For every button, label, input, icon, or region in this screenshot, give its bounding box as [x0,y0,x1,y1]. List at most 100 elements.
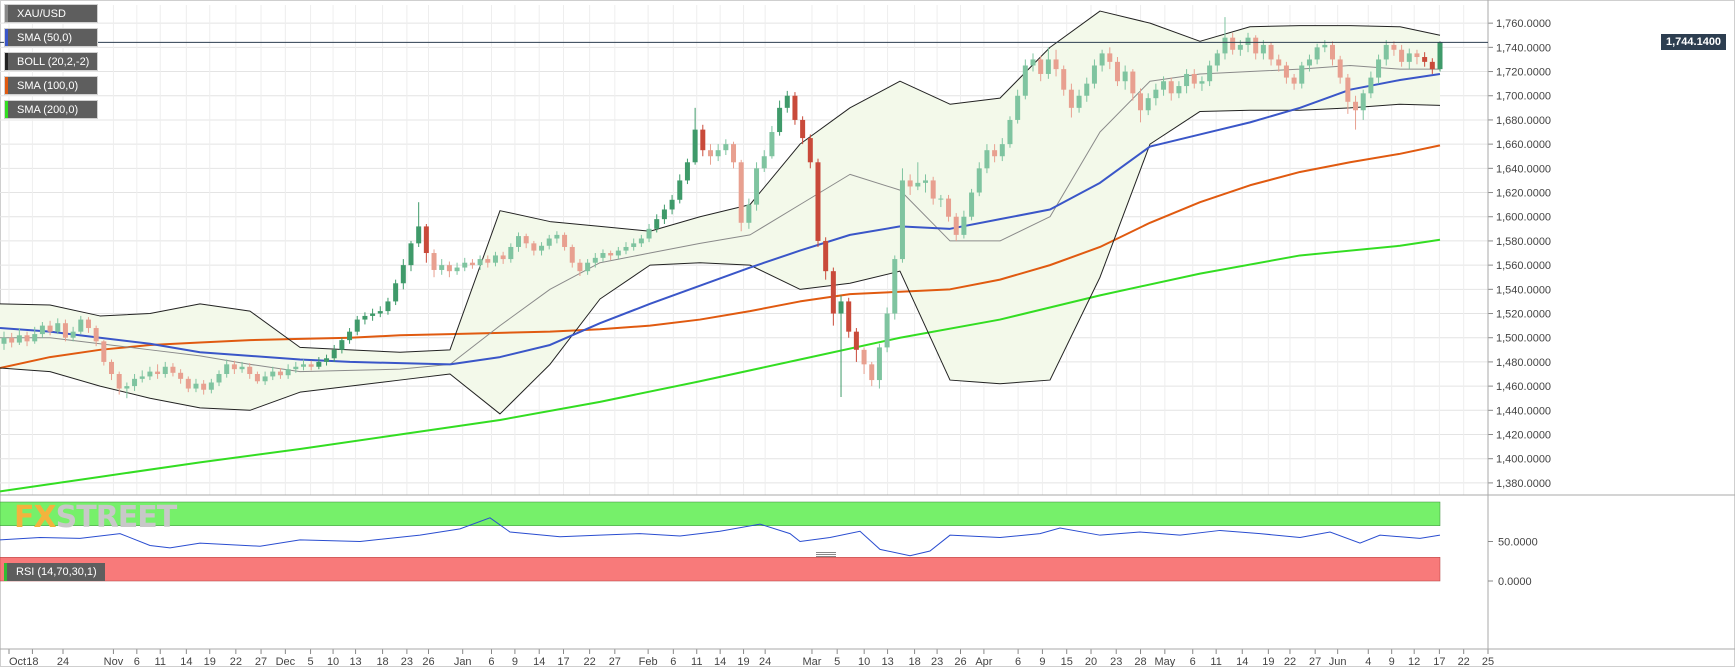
candle-body [201,383,207,390]
sma200-line [0,238,1441,493]
candle-body [907,180,913,187]
x-tick-label: 6 [670,656,676,667]
y-tick-label: 1,620.0000 [1496,188,1551,200]
candle-body [707,150,713,157]
candle-body [109,361,115,375]
candle-body [815,162,821,241]
x-tick-label: 14 [533,656,545,667]
candle-body [853,331,859,350]
x-tick-label: 9 [512,656,518,667]
x-tick-label: 18 [376,656,388,667]
sma100-line [0,144,1441,369]
x-tick-label: 14 [180,656,192,667]
x-tick-label: Feb [639,656,658,667]
candle-body [162,366,168,375]
candle-body [1268,44,1274,60]
candle-body [1406,53,1412,62]
x-tick-label: 27 [255,656,267,667]
bollinger-lower-line [0,103,1441,415]
x-tick-label: 6 [134,656,140,667]
candle-body [539,245,545,251]
candle-body [884,313,890,348]
candle-body [715,150,721,157]
x-tick-label: 18 [26,656,38,667]
y-tick-label: 1,520.0000 [1496,309,1551,321]
pane-resize-handle[interactable] [816,551,836,557]
candle-body [70,331,76,338]
legend-sma200[interactable]: SMA (200,0) [4,100,99,119]
x-tick-label: 14 [1236,656,1248,667]
x-tick-label: 18 [908,656,920,667]
candle-body [1015,95,1021,120]
candle-body [1084,83,1090,96]
candle-body [1122,71,1128,82]
x-tick-label: 13 [881,656,893,667]
x-tick-label: 9 [1389,656,1395,667]
x-tick-label: 19 [1262,656,1274,667]
candle-body [1376,59,1382,78]
candle-body [1237,44,1243,50]
x-tick-label: Oct [9,656,26,667]
y-tick-label: 1,540.0000 [1496,284,1551,296]
candle-body [1214,53,1220,66]
candle-body [861,349,867,365]
rsi-overbought-zone [0,501,1441,526]
candle-body [1130,71,1136,94]
candle-body [684,162,690,181]
candle-body [976,168,982,193]
candle-body [1360,93,1366,111]
x-tick-label: 10 [858,656,870,667]
y-tick-label: 1,560.0000 [1496,260,1551,272]
candle-body [293,366,299,370]
x-tick-label: Dec [276,656,296,667]
candle-body [469,262,475,266]
y-tick-label: 1,400.0000 [1496,454,1551,466]
candle-body [1399,49,1405,62]
candle-body [1437,42,1443,70]
candle-body [224,364,230,375]
candle-body [254,374,260,382]
legend-rsi[interactable]: RSI (14,70,30,1) [4,563,105,581]
candle-body [869,364,875,381]
x-tick-label: 9 [1039,656,1045,667]
candle-body [300,364,306,367]
candle-body [1007,119,1013,145]
candle-body [1245,37,1251,45]
candle-body [585,262,591,272]
symbol-label[interactable]: XAU/USD [4,4,99,23]
x-tick-label: 24 [57,656,69,667]
x-tick-label: Mar [802,656,821,667]
candle-body [646,228,652,239]
candle-body [492,255,498,263]
candle-body [1107,53,1113,62]
candle-body [377,311,383,314]
candle-body [723,144,729,151]
candle-body [1022,65,1028,96]
legend-boll[interactable]: BOLL (20,2,-2) [4,52,99,71]
x-tick-label: 23 [931,656,943,667]
x-tick-label: 27 [1309,656,1321,667]
candle-body [354,319,360,332]
x-tick-label: 22 [583,656,595,667]
candle-body [953,216,959,235]
legend-sma50[interactable]: SMA (50,0) [4,28,99,47]
candle-body [116,374,122,389]
candle-body [1184,73,1190,87]
candle-body [700,129,706,151]
candle-body [984,150,990,169]
candle-body [285,369,291,376]
candle-body [1329,44,1335,60]
candle-body [1038,59,1044,74]
candle-body [1161,81,1167,90]
candle-body [239,366,245,370]
candle-body [270,371,276,377]
candle-body [423,226,429,254]
y-tick-label: 1,500.0000 [1496,333,1551,345]
candle-body [577,262,583,272]
x-tick-label: 12 [1408,656,1420,667]
legend-sma100[interactable]: SMA (100,0) [4,76,99,95]
candle-body [638,238,644,244]
x-tick-label: May [1154,656,1175,667]
candle-body [738,162,744,223]
